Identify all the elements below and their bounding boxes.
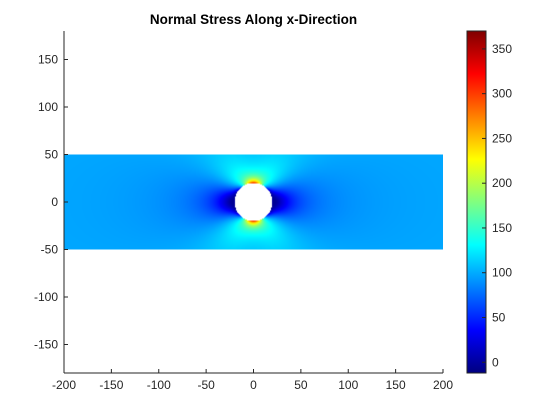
- x-tick-label: 200: [433, 378, 453, 392]
- y-tick-label: 150: [38, 53, 58, 67]
- x-tick-label: 0: [250, 378, 257, 392]
- y-tick-label: -150: [34, 338, 58, 352]
- colorbar: 0 50 100 150 200 250 300 350: [466, 30, 512, 374]
- x-tick-label: 100: [338, 378, 358, 392]
- x-tick-label: 150: [386, 378, 406, 392]
- colorbar-tick-label: 100: [492, 266, 512, 280]
- colorbar-tick-label: 350: [492, 42, 512, 56]
- chart-title: Normal Stress Along x-Direction: [150, 12, 357, 27]
- colorbar-tick-label: 250: [492, 131, 512, 145]
- colorbar-gradient: [466, 30, 487, 374]
- colorbar-tick-label: 200: [492, 176, 512, 190]
- x-tick-label: -200: [52, 378, 76, 392]
- colorbar-tick-label: 300: [492, 87, 512, 101]
- x-tick-label: -50: [197, 378, 215, 392]
- colorbar-tick-label: 0: [492, 355, 499, 369]
- x-axis: -200 -150 -100 -50 0 50 100 150 200: [52, 369, 453, 392]
- plot-area: -200 -150 -100 -50 0 50 100 150 200 -150 -100 -50 0…: [34, 31, 453, 392]
- y-tick-label: 50: [45, 148, 59, 162]
- x-tick-label: -150: [99, 378, 123, 392]
- y-tick-label: -100: [34, 290, 58, 304]
- colorbar-tick-label: 150: [492, 221, 512, 235]
- x-tick-label: -100: [147, 378, 171, 392]
- stress-field: [64, 154, 443, 250]
- colorbar-tick-label: 50: [492, 310, 506, 324]
- colorbar-ticks: 0 50 100 150 200 250 300 350: [482, 42, 512, 369]
- y-tick-label: -50: [41, 243, 59, 257]
- y-tick-label: 100: [38, 100, 58, 114]
- y-tick-label: 0: [51, 195, 58, 209]
- y-axis: -150 -100 -50 0 50 100 150: [34, 53, 68, 352]
- x-tick-label: 50: [294, 378, 308, 392]
